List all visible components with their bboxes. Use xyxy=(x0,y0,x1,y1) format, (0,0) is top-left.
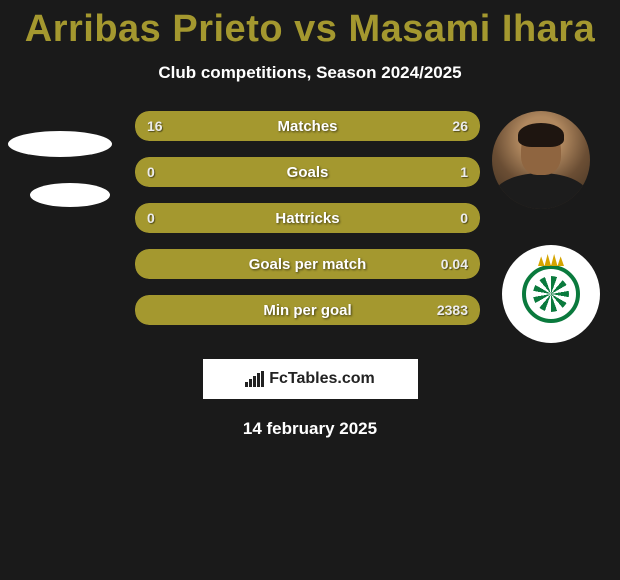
brand-text: FcTables.com xyxy=(269,370,375,388)
stat-right-value: 0 xyxy=(460,210,468,226)
avatar-ellipse xyxy=(8,131,112,157)
stat-label: Goals xyxy=(135,164,480,181)
date: 14 february 2025 xyxy=(0,419,620,439)
stats-area: 16Matches260Goals10Hattricks0Goals per m… xyxy=(0,111,620,341)
player-photo xyxy=(492,111,590,209)
stat-rows: 16Matches260Goals10Hattricks0Goals per m… xyxy=(135,111,480,325)
stat-row: 0Goals1 xyxy=(135,157,480,187)
stat-right-value: 26 xyxy=(452,118,468,134)
stat-label: Hattricks xyxy=(135,210,480,227)
stat-right-value: 0.04 xyxy=(441,256,468,272)
stat-row: Goals per match0.04 xyxy=(135,249,480,279)
stat-row: 0Hattricks0 xyxy=(135,203,480,233)
stat-right-value: 1 xyxy=(460,164,468,180)
page-title: Arribas Prieto vs Masami Ihara xyxy=(0,0,620,51)
brand-box: FcTables.com xyxy=(203,359,418,399)
crest-icon xyxy=(519,262,583,326)
stat-label: Matches xyxy=(135,118,480,135)
chart-icon xyxy=(245,371,263,387)
stat-right-value: 2383 xyxy=(437,302,468,318)
subtitle: Club competitions, Season 2024/2025 xyxy=(0,63,620,83)
stat-label: Goals per match xyxy=(135,256,480,273)
club-badge xyxy=(502,245,600,343)
stat-row: 16Matches26 xyxy=(135,111,480,141)
stat-label: Min per goal xyxy=(135,302,480,319)
stat-row: Min per goal2383 xyxy=(135,295,480,325)
avatar-ellipse xyxy=(30,183,110,207)
